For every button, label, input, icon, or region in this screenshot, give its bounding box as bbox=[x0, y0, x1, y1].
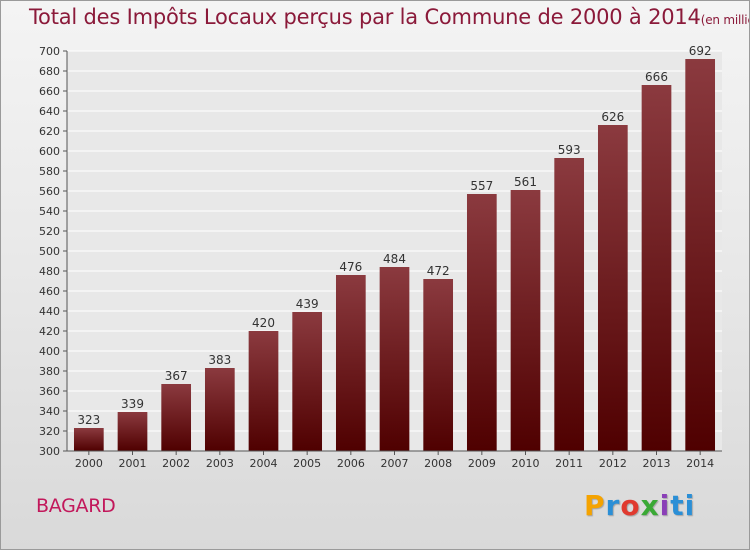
data-label-2010: 561 bbox=[514, 175, 537, 189]
y-tick-label: 340 bbox=[39, 405, 60, 418]
proxiti-logo: Proxiti bbox=[584, 489, 695, 522]
y-tick-label: 520 bbox=[39, 225, 60, 238]
bar-2008 bbox=[423, 279, 454, 451]
data-label-2000: 323 bbox=[77, 413, 100, 427]
title-text: Total des Impôts Locaux perçus par la Co… bbox=[29, 5, 701, 29]
x-tick-label-2006: 2006 bbox=[337, 457, 365, 470]
y-tick-label: 480 bbox=[39, 265, 60, 278]
data-label-2001: 339 bbox=[121, 397, 144, 411]
bar-2009 bbox=[466, 194, 497, 451]
x-tick-label-2002: 2002 bbox=[162, 457, 190, 470]
logo-letter: r bbox=[605, 489, 621, 522]
y-tick-label: 400 bbox=[39, 345, 60, 358]
y-tick-label: 500 bbox=[39, 245, 60, 258]
y-tick-label: 540 bbox=[39, 205, 60, 218]
data-label-2002: 367 bbox=[165, 369, 188, 383]
y-tick-label: 300 bbox=[39, 445, 60, 458]
bar-2007 bbox=[379, 267, 410, 451]
y-tick-label: 380 bbox=[39, 365, 60, 378]
y-tick-label: 420 bbox=[39, 325, 60, 338]
commune-name: BAGARD bbox=[36, 495, 116, 517]
data-label-2005: 439 bbox=[296, 297, 319, 311]
bar-2006 bbox=[335, 275, 366, 451]
data-label-2004: 420 bbox=[252, 316, 275, 330]
title-unit: (en milliers d'€) bbox=[700, 13, 749, 27]
chart-title: Total des Impôts Locaux perçus par la Co… bbox=[29, 5, 749, 29]
y-tick-label: 600 bbox=[39, 145, 60, 158]
data-label-2003: 383 bbox=[208, 353, 231, 367]
bar-2000 bbox=[73, 428, 104, 451]
x-tick-label-2011: 2011 bbox=[555, 457, 583, 470]
data-label-2007: 484 bbox=[383, 252, 406, 266]
data-label-2011: 593 bbox=[558, 143, 581, 157]
bar-2011 bbox=[554, 158, 585, 451]
y-tick-label: 640 bbox=[39, 105, 60, 118]
bar-2003 bbox=[204, 368, 235, 451]
y-tick-label: 620 bbox=[39, 125, 60, 138]
x-tick-label-2009: 2009 bbox=[468, 457, 496, 470]
logo-letter: x bbox=[640, 489, 660, 522]
bar-2013 bbox=[641, 85, 672, 451]
data-label-2009: 557 bbox=[470, 179, 493, 193]
logo-letter: ti bbox=[670, 489, 696, 522]
x-tick-label-2000: 2000 bbox=[75, 457, 103, 470]
x-tick-label-2013: 2013 bbox=[643, 457, 671, 470]
y-tick-label: 660 bbox=[39, 85, 60, 98]
x-tick-label-2014: 2014 bbox=[686, 457, 714, 470]
bar-2005 bbox=[292, 312, 323, 451]
y-tick-label: 360 bbox=[39, 385, 60, 398]
y-tick-label: 560 bbox=[39, 185, 60, 198]
x-tick-label-2010: 2010 bbox=[512, 457, 540, 470]
y-tick-label: 460 bbox=[39, 285, 60, 298]
logo-letter: i bbox=[659, 489, 671, 522]
y-tick-label: 320 bbox=[39, 425, 60, 438]
x-tick-label-2001: 2001 bbox=[119, 457, 147, 470]
x-tick-label-2004: 2004 bbox=[250, 457, 278, 470]
x-axis: 2000 2001 2002 2003 2004 2005 2006 2007 2008 2009… bbox=[67, 450, 722, 470]
y-tick-label: 680 bbox=[39, 65, 60, 78]
x-tick-label-2007: 2007 bbox=[381, 457, 409, 470]
data-label-2012: 626 bbox=[601, 110, 624, 124]
logo-letter: P bbox=[584, 489, 606, 522]
bars bbox=[73, 59, 716, 451]
data-label-2014: 692 bbox=[689, 44, 712, 58]
logo-letter: o bbox=[620, 489, 641, 522]
data-labels: 323 339 367 383 420 439 476 484 472 557 561 593 626 6… bbox=[77, 44, 711, 427]
y-tick-label: 700 bbox=[39, 45, 60, 58]
data-label-2008: 472 bbox=[427, 264, 450, 278]
bar-2001 bbox=[117, 412, 148, 451]
y-tick-label: 580 bbox=[39, 165, 60, 178]
data-label-2006: 476 bbox=[339, 260, 362, 274]
x-tick-label-2008: 2008 bbox=[424, 457, 452, 470]
y-axis: 300 320 340 360 380 400 420 440 460 480 500 520 540 5… bbox=[39, 45, 68, 458]
bar-2012 bbox=[597, 125, 628, 451]
x-tick-label-2005: 2005 bbox=[293, 457, 321, 470]
x-tick-label-2003: 2003 bbox=[206, 457, 234, 470]
bar-2002 bbox=[161, 384, 192, 451]
bar-2010 bbox=[510, 190, 541, 451]
x-tick-label-2012: 2012 bbox=[599, 457, 627, 470]
bar-2004 bbox=[248, 331, 279, 451]
y-tick-label: 440 bbox=[39, 305, 60, 318]
data-label-2013: 666 bbox=[645, 70, 668, 84]
bar-2014 bbox=[685, 59, 716, 451]
